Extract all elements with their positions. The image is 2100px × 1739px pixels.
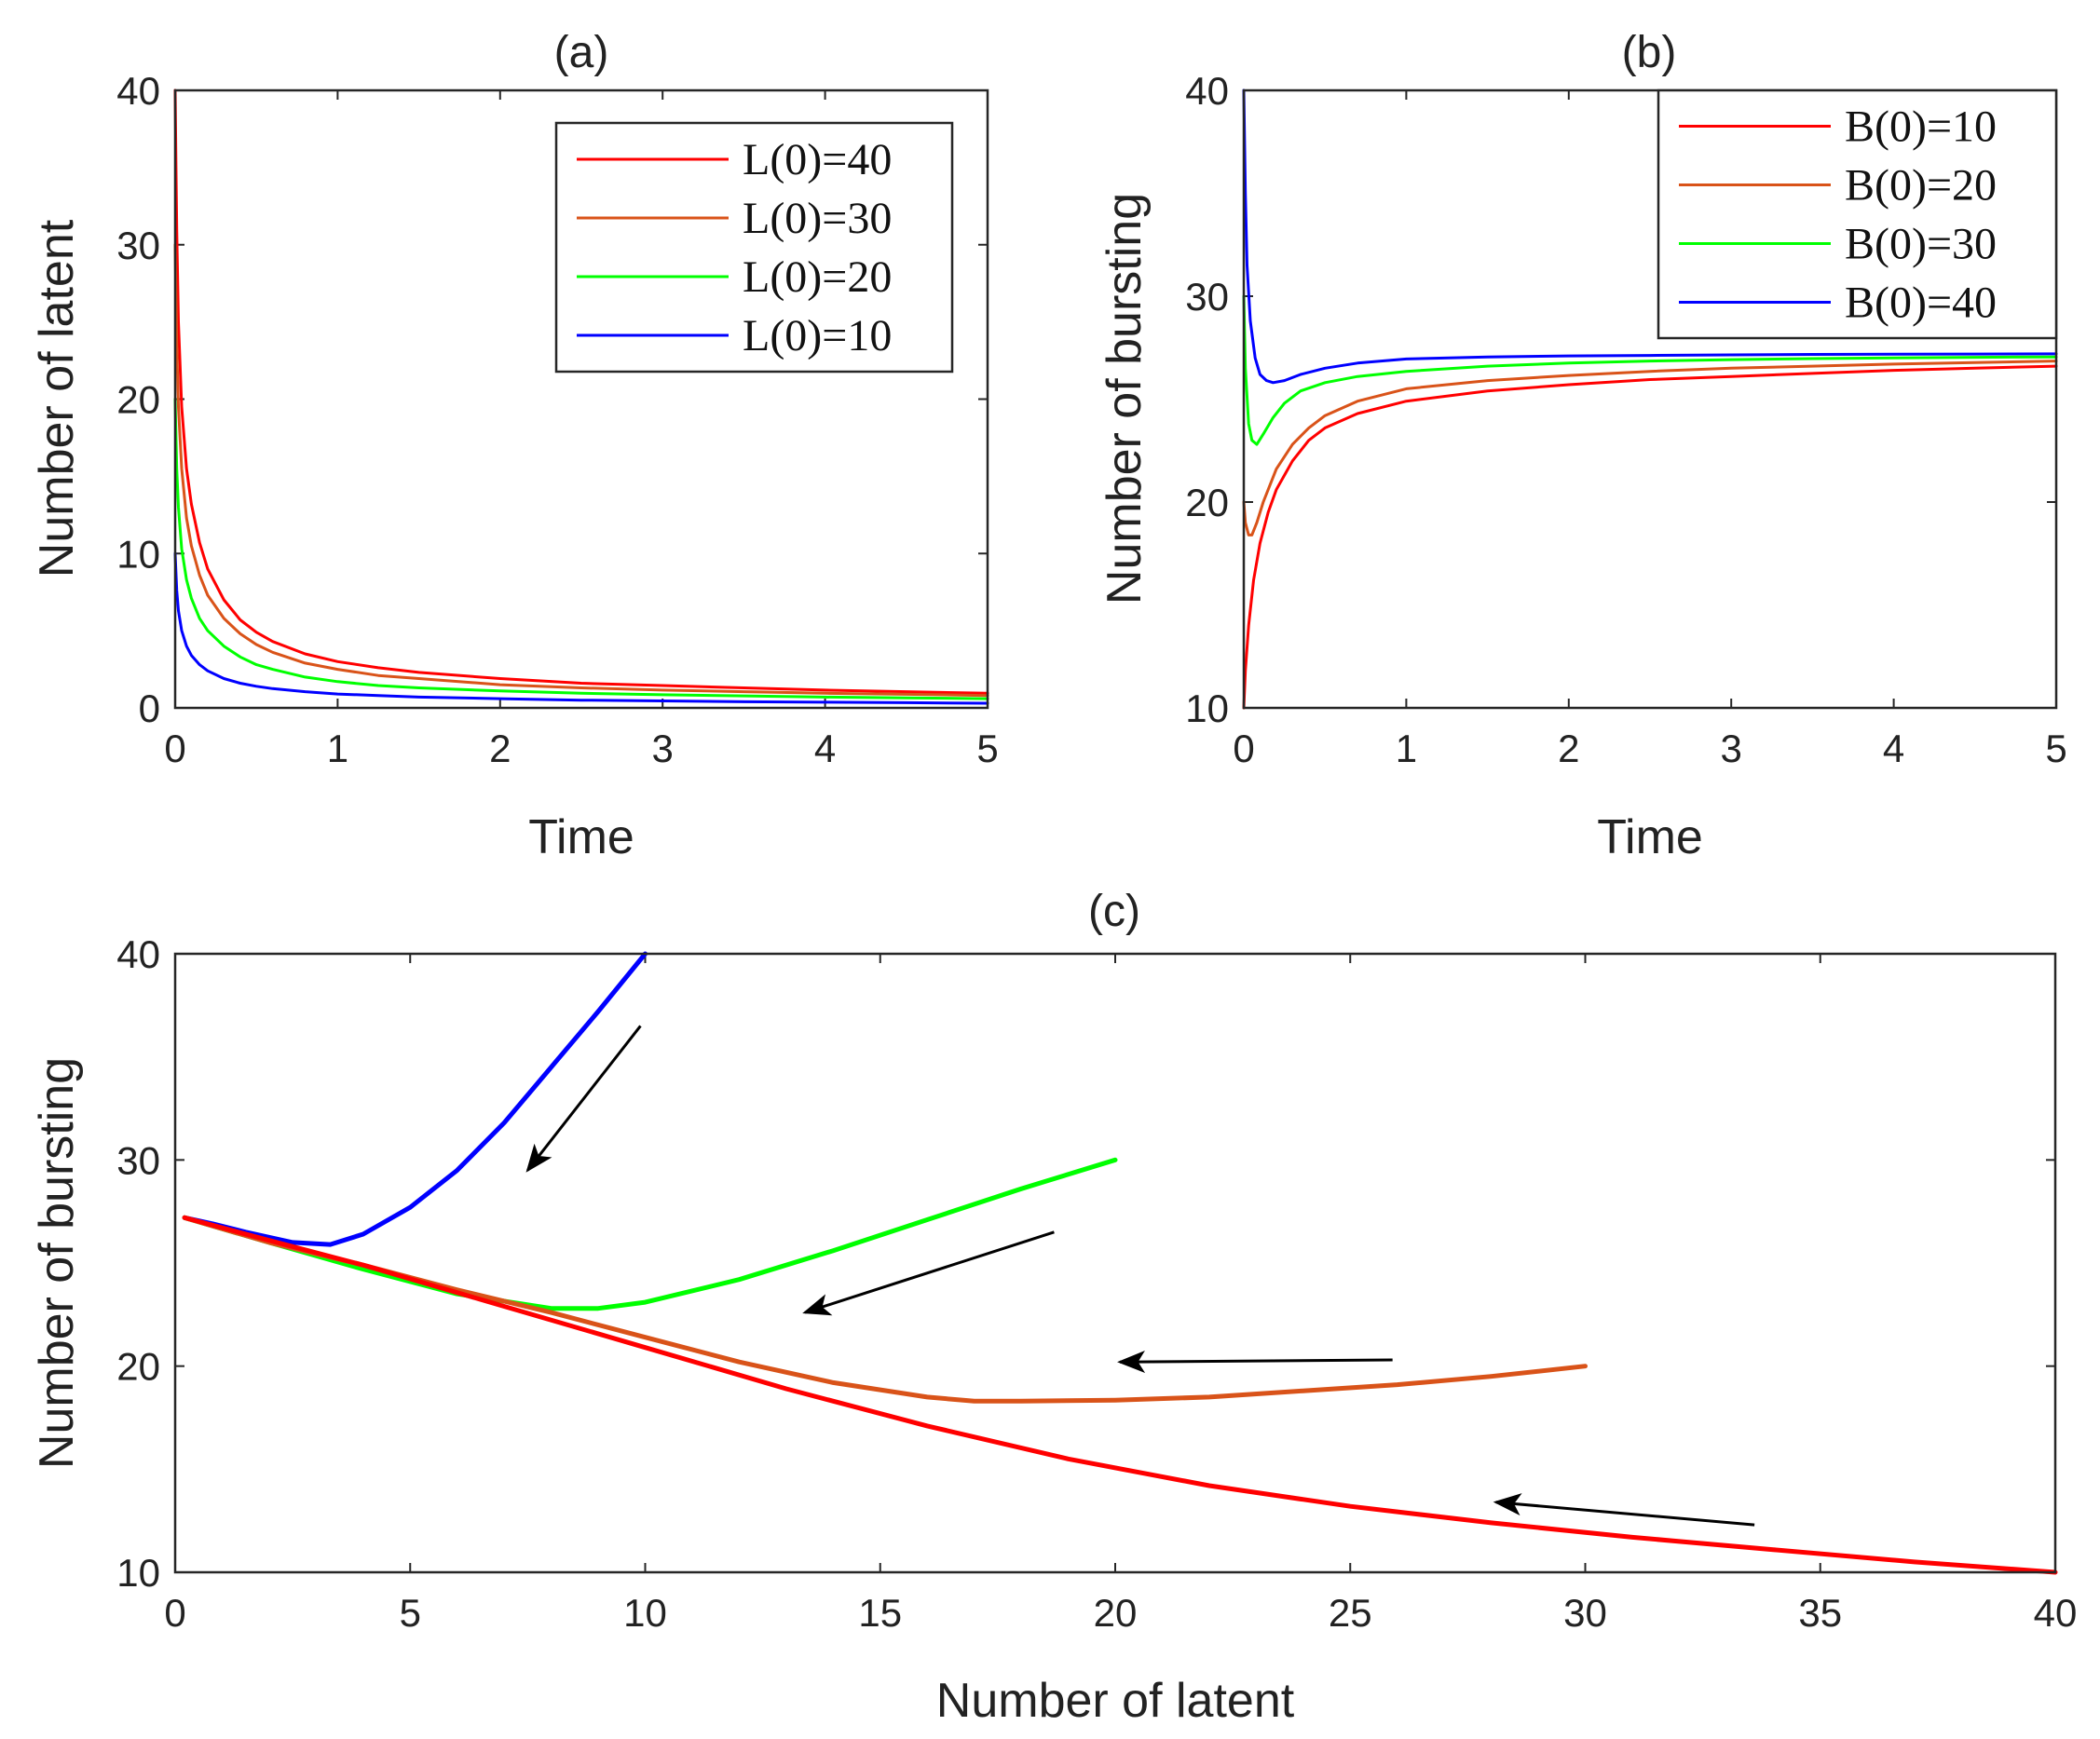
y-tick-label: 10 xyxy=(1185,686,1229,730)
x-tick-label: 15 xyxy=(858,1591,902,1635)
panel-b-x-ticks: 0 1 2 3 4 5 xyxy=(1233,90,2067,770)
x-tick-label: 10 xyxy=(623,1591,667,1635)
x-tick-label: 0 xyxy=(164,727,185,770)
panel-b: (b) 10 20 30 40 0 1 2 3 4 5 B(0)=10 B(0)=20 B(0)=3… xyxy=(1098,28,2067,864)
panel-a-title: (a) xyxy=(554,28,609,77)
y-tick-label: 40 xyxy=(116,69,160,113)
panel-a-series xyxy=(173,88,989,705)
legend-label: L(0)=20 xyxy=(743,252,892,302)
panel-b-x-label: Time xyxy=(1597,810,1703,864)
y-tick-label: 20 xyxy=(1185,481,1229,524)
y-tick-label: 10 xyxy=(116,532,160,576)
x-tick-label: 0 xyxy=(164,1591,185,1635)
panel-b-legend-box xyxy=(1657,88,2058,340)
series-line-blue xyxy=(173,551,989,705)
y-tick-label: 30 xyxy=(116,1138,160,1182)
panel-c-y-ticks: 10 20 30 40 xyxy=(116,932,2055,1595)
x-tick-label: 5 xyxy=(976,727,998,770)
panel-c-x-ticks: 0 5 10 15 20 25 30 35 40 xyxy=(164,954,2077,1635)
panel-a-axes-box xyxy=(173,88,989,710)
x-tick-label: 4 xyxy=(1883,727,1904,770)
panel-b-legend: B(0)=10 B(0)=20 B(0)=30 B(0)=40 xyxy=(1657,88,2058,340)
legend-label: B(0)=30 xyxy=(1845,220,1997,269)
panel-a-x-label: Time xyxy=(528,810,634,864)
panel-c-series xyxy=(182,951,2058,1575)
panel-c-axes-box xyxy=(173,952,2057,1574)
series-line-green xyxy=(173,398,989,700)
y-tick-label: 20 xyxy=(116,1345,160,1389)
panel-c-title: (c) xyxy=(1088,887,1140,936)
panel-a-legend: L(0)=40 L(0)=30 L(0)=20 L(0)=10 xyxy=(554,121,954,374)
legend-label: B(0)=10 xyxy=(1845,102,1997,152)
series-line-orange xyxy=(182,1215,1588,1404)
x-tick-label: 5 xyxy=(2045,727,2066,770)
x-tick-label: 3 xyxy=(652,727,674,770)
x-tick-label: 25 xyxy=(1329,1591,1372,1635)
y-tick-label: 40 xyxy=(116,932,160,976)
direction-arrow xyxy=(525,1025,642,1173)
x-tick-label: 2 xyxy=(1558,727,1579,770)
series-line-red xyxy=(173,88,989,695)
series-line-green xyxy=(1242,294,2058,446)
panel-c-y-label: Number of bursting xyxy=(30,1057,84,1469)
x-tick-label: 20 xyxy=(1094,1591,1138,1635)
y-tick-label: 0 xyxy=(139,686,160,730)
legend-label: B(0)=20 xyxy=(1845,161,1997,211)
panel-a-y-label: Number of latent xyxy=(30,219,84,577)
y-tick-label: 40 xyxy=(1185,69,1229,113)
x-tick-label: 40 xyxy=(2034,1591,2078,1635)
y-tick-label: 20 xyxy=(116,378,160,422)
legend-label: L(0)=40 xyxy=(743,135,892,184)
x-tick-label: 1 xyxy=(327,727,348,770)
x-tick-label: 35 xyxy=(1798,1591,1842,1635)
series-line-red xyxy=(1242,364,2058,710)
series-line-blue xyxy=(182,951,648,1247)
legend-label: L(0)=30 xyxy=(743,194,892,243)
x-tick-label: 3 xyxy=(1721,727,1742,770)
x-tick-label: 2 xyxy=(489,727,511,770)
panel-a-legend-box xyxy=(554,121,954,374)
series-line-red xyxy=(182,1215,2058,1575)
direction-arrow xyxy=(802,1230,1055,1316)
series-line-orange xyxy=(1242,360,2058,537)
direction-arrow xyxy=(1493,1493,1755,1527)
panel-a-x-ticks: 0 1 2 3 4 5 xyxy=(164,90,999,770)
x-tick-label: 30 xyxy=(1563,1591,1607,1635)
panel-b-y-label: Number of bursting xyxy=(1098,193,1152,605)
panel-c-arrows xyxy=(525,1025,1755,1527)
panel-a-y-ticks: 0 10 20 30 40 xyxy=(116,69,988,730)
x-tick-label: 4 xyxy=(814,727,836,770)
series-line-blue xyxy=(1242,88,2058,385)
y-tick-label: 30 xyxy=(116,224,160,267)
x-tick-label: 1 xyxy=(1396,727,1417,770)
legend-label: L(0)=10 xyxy=(743,311,892,360)
panel-b-series xyxy=(1242,88,2058,710)
panel-c: (c) 10 20 30 40 0 5 10 15 20 25 30 35 40 Number of … xyxy=(30,887,2077,1728)
x-tick-label: 5 xyxy=(400,1591,421,1635)
panel-b-title: (b) xyxy=(1622,28,1677,77)
series-line-green xyxy=(182,1157,1118,1311)
x-tick-label: 0 xyxy=(1233,727,1254,770)
direction-arrow xyxy=(1117,1351,1393,1374)
y-tick-label: 10 xyxy=(116,1551,160,1595)
series-line-orange xyxy=(173,243,989,698)
panel-b-axes-box xyxy=(1242,88,2058,710)
panel-c-x-label: Number of latent xyxy=(936,1674,1295,1728)
legend-label: B(0)=40 xyxy=(1845,279,1997,328)
y-tick-label: 30 xyxy=(1185,275,1229,319)
